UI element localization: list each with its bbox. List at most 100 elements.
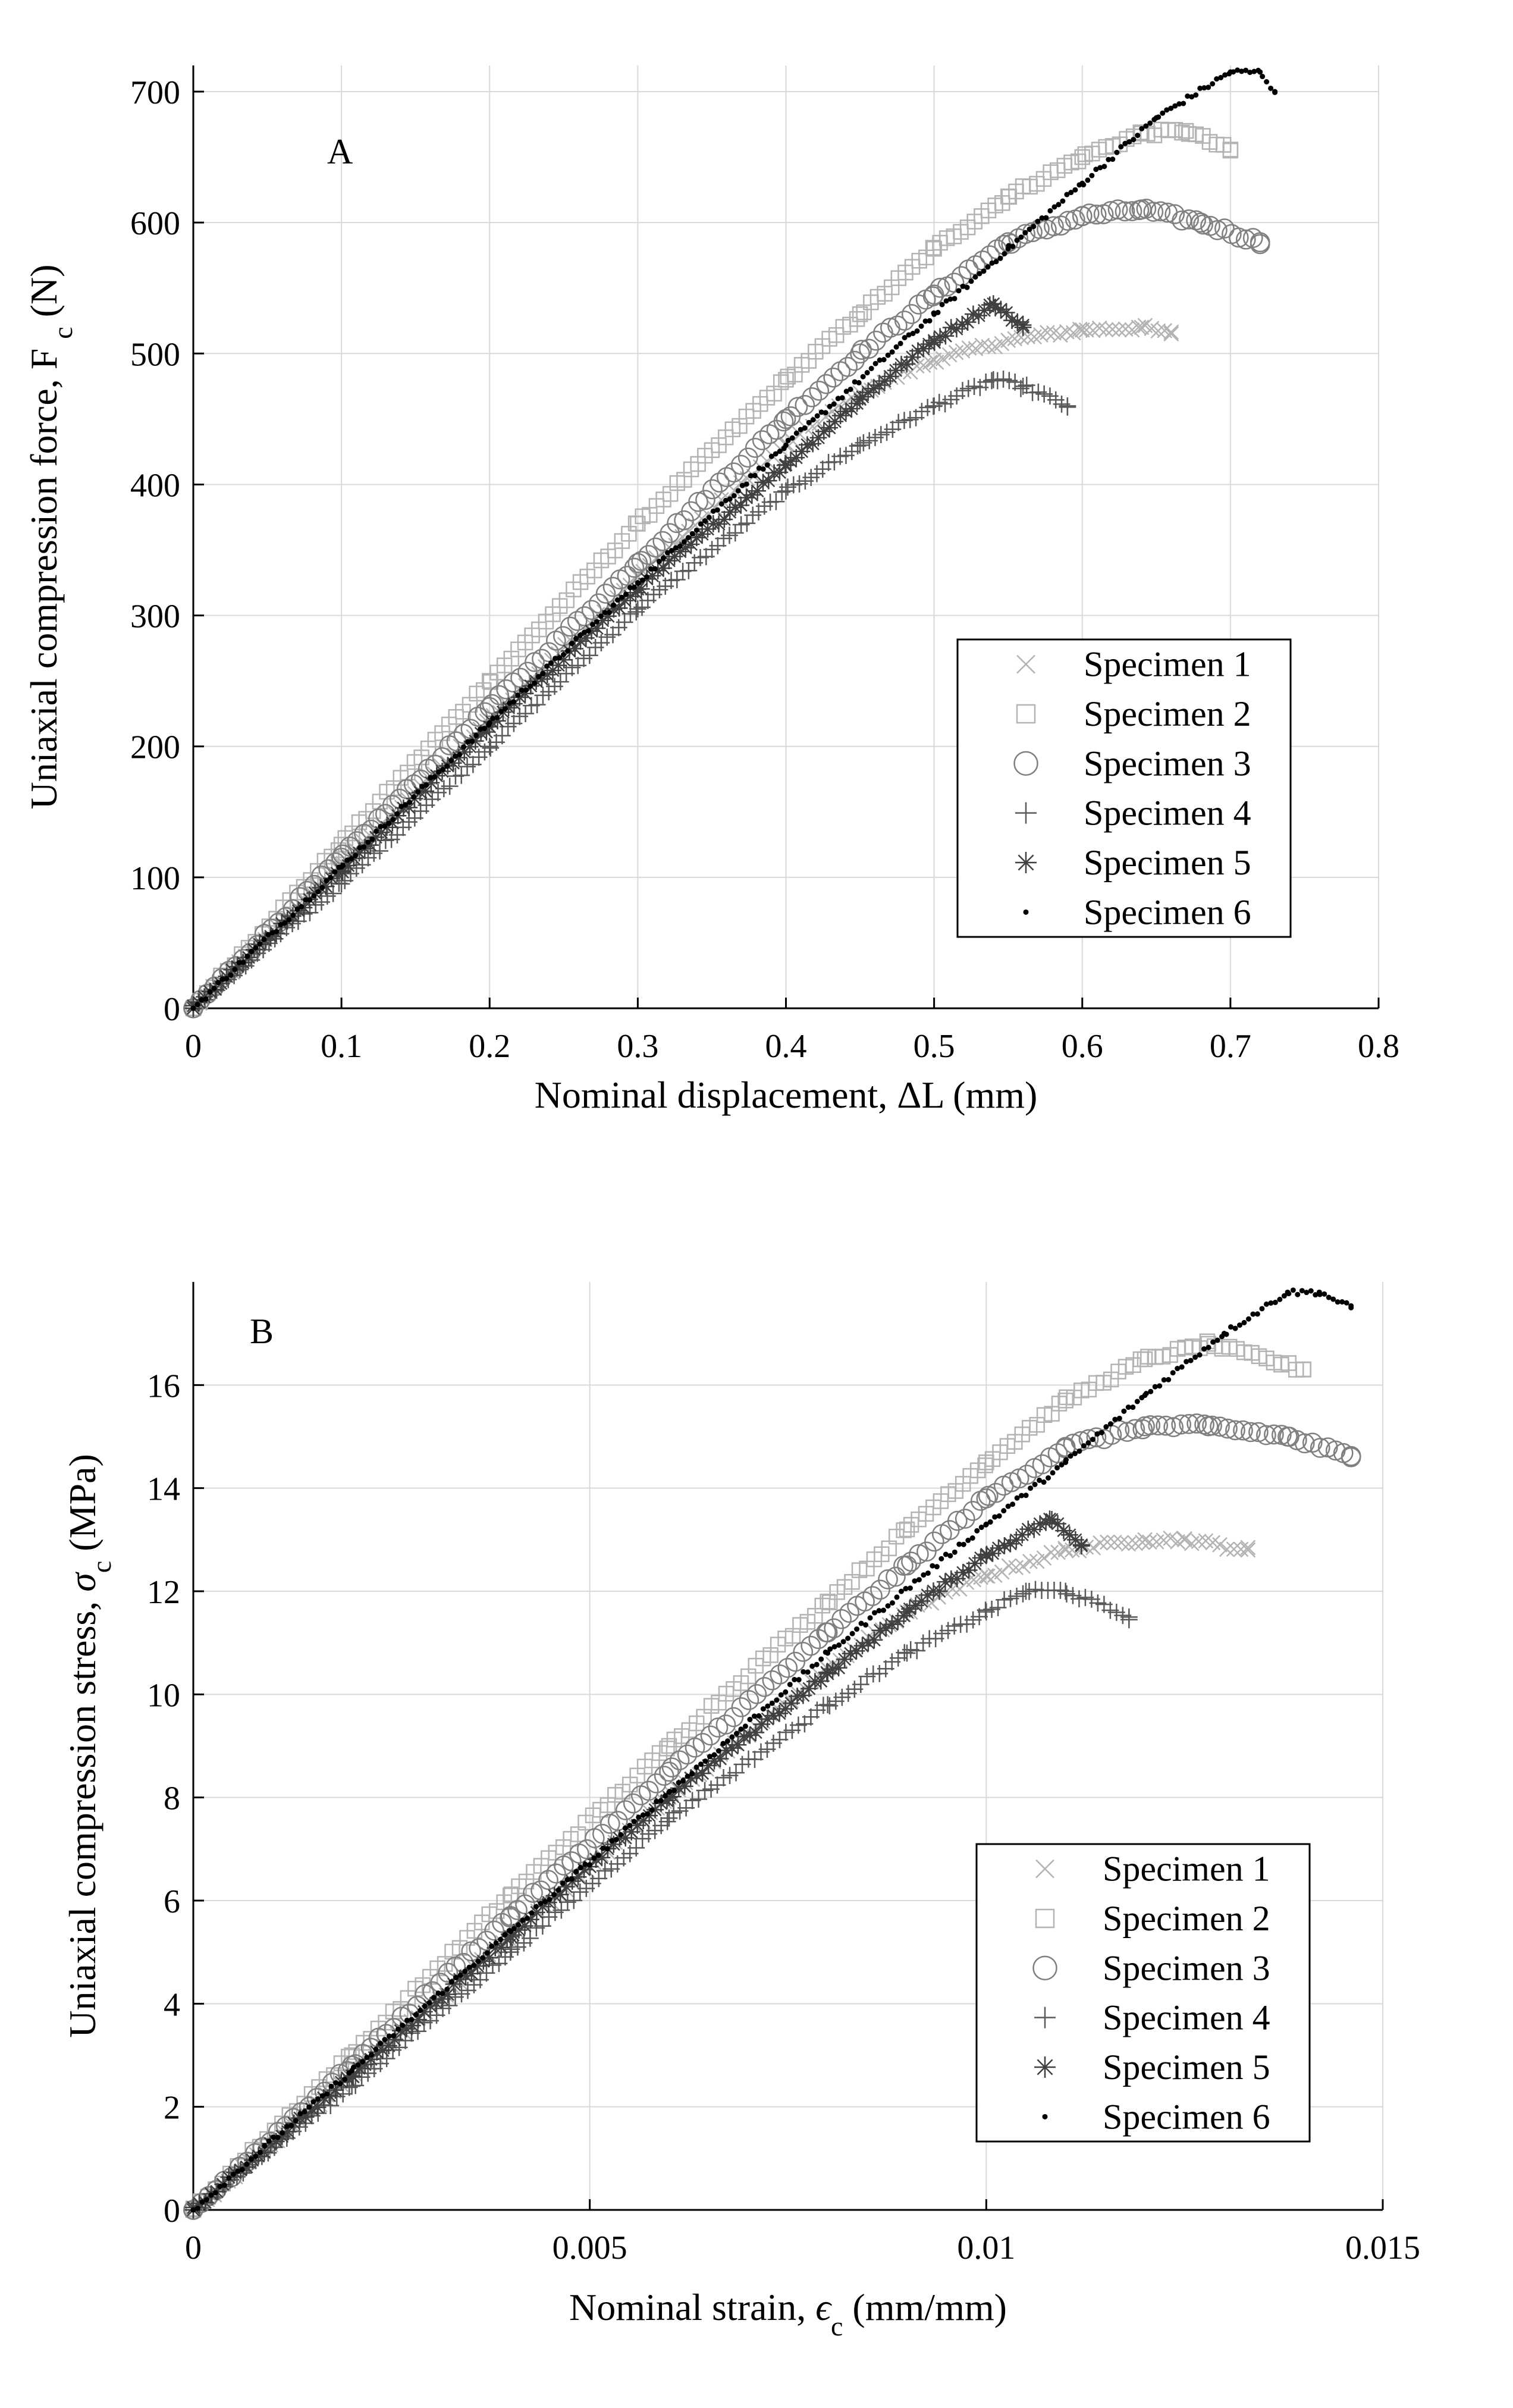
panel-a-legend-entry-specimen-5: Specimen 5 xyxy=(1015,843,1251,882)
panel-b-specimen-2-point xyxy=(1200,1335,1216,1352)
panel-b-legend-entry-specimen-3: Specimen 3 xyxy=(1032,1948,1270,1987)
panel-b-specimen-5-point xyxy=(501,1928,519,1946)
panel-b-specimen-2-point xyxy=(978,1454,994,1470)
panel-b-specimen-3-point xyxy=(897,1555,917,1576)
panel-a-specimen-2-point xyxy=(1000,188,1016,205)
panel-b-y-tick-label: 8 xyxy=(164,1780,180,1817)
panel-b-specimen-2-point xyxy=(899,1521,915,1538)
panel-b-specimen-1-point xyxy=(1176,1532,1192,1548)
panel-b-y-tick-label: 14 xyxy=(147,1471,180,1508)
panel-b-specimen-6-point xyxy=(1221,1331,1227,1337)
panel-a-legend: Specimen 1 Specimen 2 Specimen 3 Specimen 4… xyxy=(956,638,1292,938)
panel-a-specimen-1-point xyxy=(1134,319,1150,336)
panel-b-specimen-2-point xyxy=(1295,1362,1311,1378)
panel-a-specimen-5-point xyxy=(1014,318,1032,336)
panel-b-legend-label: Specimen 5 xyxy=(1103,2048,1270,2087)
panel-a-specimen-5-point xyxy=(629,581,646,598)
panel-a-legend-box xyxy=(956,638,1292,938)
panel-b-y-tick-label: 2 xyxy=(164,2090,180,2127)
panel-a-x-tick-label: 0.3 xyxy=(617,1028,658,1065)
panel-b-specimen-6-point xyxy=(983,1521,989,1527)
panel-a-specimen-6-point xyxy=(635,580,641,586)
panel-b-specimen-5-point xyxy=(660,1789,678,1807)
panel-b-label: B xyxy=(250,1312,274,1351)
panel-a-specimen-4-point xyxy=(777,482,795,500)
panel-a-specimen-4-point xyxy=(629,600,646,617)
panel-b-specimen-4-point xyxy=(1120,1608,1138,1626)
panel-a-specimen-2-point xyxy=(852,306,868,322)
panel-b: 0 0.005 0.01 0.015 0 2 4 6 8 10 12 14 16 B Nominal str… xyxy=(61,1282,1420,2341)
panel-a-specimen-4-point xyxy=(925,397,943,415)
panel-a-specimen-1-point xyxy=(926,352,942,368)
panel-a-specimen-3-point xyxy=(1250,232,1270,253)
panel-a-x-tick-label: 0.5 xyxy=(914,1028,955,1065)
panel-b-series-specimen-5 xyxy=(184,1510,1090,2219)
panel-a-label: A xyxy=(327,132,353,171)
panel-a-series-specimen-3 xyxy=(183,199,1270,1018)
panel-b-specimen-2-point xyxy=(1057,1393,1073,1409)
panel-a-specimen-2-point xyxy=(926,240,942,257)
panel-a-legend-marker xyxy=(1015,852,1037,873)
panel-a-legend-marker xyxy=(1013,751,1038,776)
panel-b-specimen-3-point xyxy=(976,1488,997,1509)
panel-b-specimen-4-point xyxy=(1017,1582,1035,1600)
panel-b-specimen-4-point xyxy=(819,1696,837,1714)
panel-a-x-tick-label: 0.2 xyxy=(469,1028,510,1065)
panel-b-legend-marker xyxy=(1042,2114,1048,2119)
panel-a-specimen-6-point xyxy=(931,311,937,317)
panel-a-specimen-6-point xyxy=(783,442,789,448)
panel-a-x-tick-label: 0.4 xyxy=(765,1028,807,1065)
panel-a-specimen-5-point xyxy=(851,390,869,408)
panel-a-legend-label: Specimen 4 xyxy=(1084,794,1251,833)
panel-a-legend-label: Specimen 3 xyxy=(1084,744,1251,783)
panel-b-legend-entry-specimen-2: Specimen 2 xyxy=(1035,1899,1270,1938)
panel-a-specimen-3-point xyxy=(1191,212,1211,233)
panel-a-specimen-3-point xyxy=(924,284,944,305)
panel-b-x-tick-label: 0.01 xyxy=(957,2230,1015,2266)
panel-b-legend-entry-specimen-5: Specimen 5 xyxy=(1034,2048,1270,2087)
panel-a-y-tick-label: 300 xyxy=(130,598,180,635)
panel-a-x-tick-label: 0.7 xyxy=(1210,1028,1251,1065)
panel-b-specimen-3-point xyxy=(500,1906,521,1926)
panel-b-specimen-4-point xyxy=(1057,1582,1075,1600)
panel-b-legend-marker xyxy=(1035,1859,1054,1879)
panel-b-specimen-1-point xyxy=(1240,1542,1256,1558)
panel-a-specimen-4-point xyxy=(481,738,498,755)
panel-a-x-tick-label: 0.8 xyxy=(1358,1028,1399,1065)
panel-a-specimen-2-point xyxy=(1074,149,1090,165)
panel-a-specimen-5-point xyxy=(925,331,943,349)
panel-b-specimen-2-point xyxy=(503,1887,519,1904)
panel-a-legend-entry-specimen-3: Specimen 3 xyxy=(1013,744,1251,783)
panel-b-y-tick-label: 12 xyxy=(147,1574,180,1611)
panel-a-legend-label: Specimen 5 xyxy=(1084,843,1251,882)
panel-b-specimen-1-point xyxy=(978,1568,994,1584)
panel-b-legend-label: Specimen 1 xyxy=(1103,1849,1270,1889)
panel-a-specimen-3-point xyxy=(1131,199,1152,220)
panel-b-y-tick-label: 4 xyxy=(164,1986,180,2023)
panel-a-legend-label: Specimen 2 xyxy=(1084,694,1251,733)
panel-a-legend-label: Specimen 1 xyxy=(1084,645,1251,684)
panel-b-y-tick-label: 0 xyxy=(164,2193,180,2230)
panel-a-specimen-6-point xyxy=(1272,89,1278,95)
panel-b-specimen-6-point xyxy=(1316,1289,1322,1295)
panel-a-series-specimen-5 xyxy=(184,295,1032,1017)
panel-a-specimen-6-point xyxy=(1153,115,1159,121)
panel-b-specimen-3-point xyxy=(1198,1416,1219,1437)
panel-a-y-tick-label: 200 xyxy=(130,729,180,766)
panel-a-specimen-6-point xyxy=(1079,180,1085,186)
panel-a-specimen-4-point xyxy=(1014,377,1032,395)
panel-b-specimen-6-point xyxy=(190,2207,196,2213)
panel-a-series-specimen-4 xyxy=(184,370,1076,1017)
panel-a-specimen-6-point xyxy=(486,720,492,726)
panel-b-legend-entry-specimen-1: Specimen 1 xyxy=(1035,1849,1270,1889)
panel-a-specimen-4-point xyxy=(1059,397,1076,415)
panel-b-specimen-3-point xyxy=(659,1761,679,1782)
panel-b-legend-entry-specimen-6: Specimen 6 xyxy=(1042,2097,1270,2136)
panel-a: 0 0.1 0.2 0.3 0.4 0.5 0.6 0.7 0.8 0 100 200 300 400 50… xyxy=(23,65,1399,1116)
panel-a-specimen-2-point xyxy=(778,372,794,388)
panel-b-y-tick-label: 16 xyxy=(147,1368,180,1404)
panel-b-specimen-3-point xyxy=(1135,1416,1155,1437)
panel-a-specimen-2-point xyxy=(1178,123,1194,139)
panel-a-specimen-3-point xyxy=(850,343,870,364)
panel-b-specimen-5-point xyxy=(977,1546,995,1564)
